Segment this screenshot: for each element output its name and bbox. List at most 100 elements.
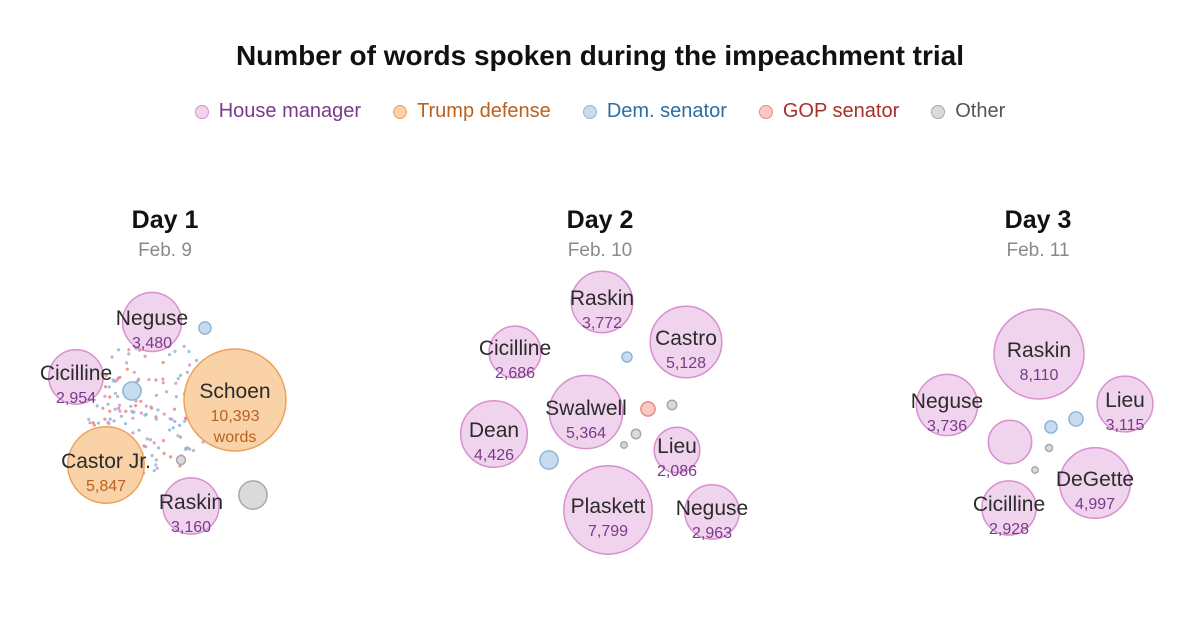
scatter-dot (150, 453, 154, 458)
bubble-circle (238, 480, 268, 510)
day-2-group: Day 2 Feb. 10 Plaskett 7,799 Swalwell 5,364 Ca… (459, 206, 748, 555)
scatter-dot (173, 419, 177, 424)
scatter-dot (161, 439, 166, 443)
legend-label-trump-defense: Trump defense (417, 100, 551, 122)
bubble-value-label: 3,772 (582, 315, 622, 332)
scatter-dot (168, 417, 172, 421)
scatter-dot (152, 469, 156, 473)
bubble-value-label: 5,128 (666, 355, 706, 372)
bubble-value-label: 5,364 (566, 425, 606, 442)
scatter-dot (92, 423, 96, 427)
legend-item-dem-senator: Dem. senator (582, 100, 727, 123)
bubble-value-label: 7,799 (588, 523, 628, 540)
bubble-name-label: Cicilline (40, 362, 112, 385)
bubble-value-label: 2,954 (56, 390, 96, 407)
legend-item-house-manager: House manager (194, 100, 362, 123)
bubble-name-label: Neguse (116, 307, 188, 330)
scatter-dot (143, 413, 147, 417)
scatter-dot (113, 391, 117, 395)
bubble-dem-8 (539, 450, 559, 470)
bubble-circle (121, 291, 183, 353)
bubble-circle (539, 450, 559, 470)
bubble-name-label: Cicilline (479, 337, 551, 360)
scatter-dot (191, 448, 196, 453)
scatter-dot (154, 463, 158, 467)
bubble-circle (548, 374, 624, 450)
scatter-dot (103, 417, 107, 421)
scatter-dot (156, 408, 160, 412)
bubble-circle (649, 305, 723, 379)
legend-swatch-other (931, 104, 946, 119)
scatter-dot (142, 444, 146, 448)
scatter-dot (161, 377, 165, 381)
scatter-dot (125, 361, 129, 365)
day-1-date: Feb. 9 (138, 240, 192, 261)
scatter-dot (106, 402, 110, 406)
bubble-raskin: Raskin 3,772 (570, 270, 634, 334)
legend-label-house-manager: House manager (218, 100, 362, 122)
bubble-other-13 (620, 441, 628, 449)
scatter-dot (108, 409, 112, 413)
bubble-value-label: 3,480 (132, 335, 172, 352)
scatter-dot (154, 378, 158, 382)
scatter-dot (154, 458, 158, 462)
scatter-dot (179, 373, 183, 377)
scatter-dot (148, 438, 152, 442)
bubble-neguse: Neguse 3,736 (911, 373, 983, 437)
bubble-circle (993, 308, 1085, 400)
bubble-name-label: Swalwell (545, 397, 627, 420)
scatter-dot (117, 406, 121, 410)
bubble-circle (563, 465, 653, 555)
bubble-swalwell: Swalwell 5,364 (545, 374, 627, 450)
bubble-circle (915, 373, 979, 437)
scatter-dot (91, 421, 95, 425)
chart-title: Number of words spoken during the impeac… (235, 40, 965, 71)
bubble-dem-7 (198, 321, 212, 335)
bubble-value-label: 4,997 (1075, 496, 1115, 513)
bubble-name-label: Schoen (199, 380, 270, 403)
bubble-name-label: Lieu (1105, 389, 1145, 412)
day-2-date: Feb. 10 (568, 240, 632, 261)
bubble-name-label: Raskin (159, 491, 223, 514)
scatter-dot (147, 378, 151, 382)
scatter-dot (174, 395, 178, 399)
bubble-castro: Castro 5,128 (649, 305, 723, 379)
bubble-name-label: Raskin (570, 287, 634, 310)
bubble-name-label: Neguse (676, 497, 748, 520)
bubble-dem-7 (1044, 420, 1058, 434)
scatter-dot (185, 370, 189, 374)
bubble-circle (987, 419, 1033, 465)
bubble-name-label: Lieu (657, 435, 697, 458)
scatter-dot (178, 435, 183, 439)
bubble-other-11 (666, 399, 678, 411)
bubble-other-8 (1044, 443, 1054, 453)
bubble-other-9 (1031, 466, 1039, 474)
bubble-circle (67, 426, 145, 504)
bubble-circle (1044, 443, 1054, 453)
bubble-name-label: Raskin (1007, 339, 1071, 362)
scatter-dot (139, 399, 143, 403)
scatter-dot (132, 370, 136, 374)
day-3-group: Day 3 Feb. 11 Raskin 8,110 DeGette 4,997 Negus… (911, 206, 1154, 538)
day-3-title: Day 3 (1005, 206, 1072, 234)
legend-item-other: Other (931, 100, 1005, 123)
bubble-value-label: 3,115 (1106, 417, 1145, 434)
scatter-dot (161, 381, 165, 385)
bubble-value-label: 2,928 (989, 521, 1029, 538)
scatter-dot (127, 348, 131, 352)
bubble-circle (1031, 466, 1039, 474)
scatter-dot (112, 419, 116, 423)
day-1-group: Day 1 Feb. 9 Schoen 10,393 words Castor Jr. 5,… (40, 206, 287, 536)
bubble-other-8 (175, 454, 187, 466)
scatter-dot (117, 403, 122, 407)
scatter-dot (110, 355, 114, 359)
bubble-other-12 (630, 428, 642, 440)
scatter-dot (139, 411, 143, 415)
bubble-value-label: 3,736 (927, 418, 967, 435)
scatter-dot (144, 404, 148, 408)
scatter-dot (171, 426, 175, 430)
bubble-name-label: Cicilline (973, 493, 1045, 516)
day-3-date: Feb. 11 (1006, 240, 1069, 261)
bubble-lieu: Lieu 2,086 (653, 426, 701, 480)
